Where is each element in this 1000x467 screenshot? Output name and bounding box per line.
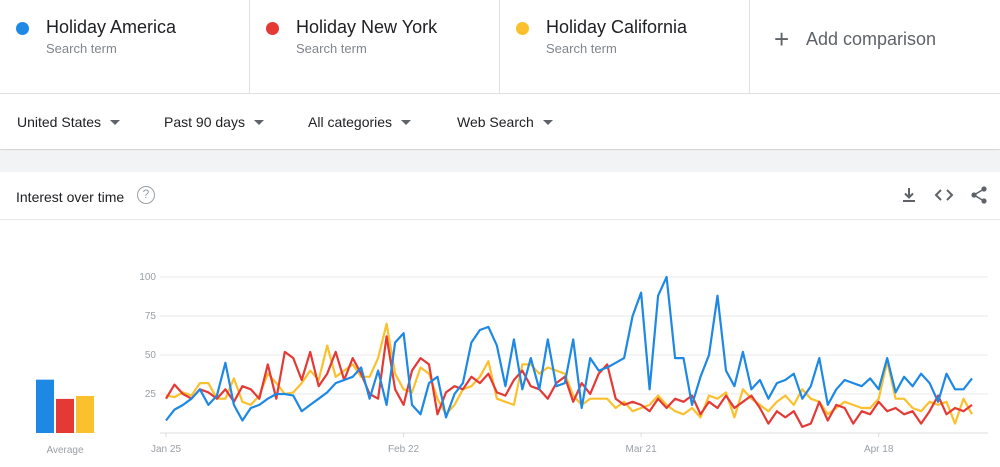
filters-row: United States Past 90 days All categorie…: [0, 94, 1000, 150]
term-subtitle: Search term: [296, 41, 367, 56]
section-divider: [0, 151, 1000, 172]
chevron-down-icon: [401, 119, 412, 125]
download-icon[interactable]: [898, 184, 920, 206]
search-terms-bar: Holiday America Search term Holiday New …: [0, 0, 1000, 94]
chevron-down-icon: [253, 119, 264, 125]
series-line-holiday-america: [165, 275, 973, 422]
embed-icon[interactable]: [933, 184, 955, 206]
time-range-dropdown[interactable]: Past 90 days: [164, 114, 264, 130]
y-tick-label: 50: [145, 350, 157, 361]
term-subtitle: Search term: [46, 41, 117, 56]
term-subtitle: Search term: [546, 41, 617, 56]
x-tick-label: Mar 21: [626, 444, 658, 455]
add-comparison-button[interactable]: + Add comparison: [750, 0, 1000, 93]
average-bar-holiday-america: [36, 379, 54, 433]
y-tick-label: 100: [139, 272, 156, 283]
average-bar-holiday-new-york: [56, 398, 74, 433]
time-range-dropdown-label: Past 90 days: [164, 114, 245, 130]
region-dropdown-label: United States: [17, 114, 102, 130]
help-icon[interactable]: ?: [137, 186, 155, 204]
term-card-holiday-california[interactable]: Holiday California Search term: [500, 0, 750, 94]
chevron-down-icon: [110, 119, 121, 125]
search-type-dropdown[interactable]: Web Search: [457, 114, 553, 130]
share-icon[interactable]: [968, 184, 990, 206]
y-tick-label: 75: [145, 311, 157, 322]
series-line-holiday-new-york: [165, 335, 973, 428]
card-header: Interest over time ?: [0, 172, 1000, 220]
term-color-dot: [516, 22, 529, 35]
x-tick-label: Jan 25: [151, 444, 181, 455]
interest-over-time-chart: 100 75 50 25 Jan 25 Feb 22 Mar 21 Apr 18 Average: [36, 272, 988, 456]
search-type-dropdown-label: Web Search: [457, 114, 534, 130]
x-tick-label: Feb 22: [388, 444, 420, 455]
add-comparison-label: Add comparison: [806, 29, 937, 49]
card-title: Interest over time: [16, 189, 125, 205]
series-line-holiday-california: [165, 322, 973, 425]
term-name: Holiday New York: [296, 17, 438, 37]
term-color-dot: [266, 22, 279, 35]
interest-over-time-card: Interest over time ? 100 75 50 25 Jan 25 Feb …: [0, 172, 1000, 467]
term-color-dot: [16, 22, 29, 35]
plus-icon: +: [774, 24, 790, 54]
chevron-down-icon: [542, 119, 553, 125]
category-dropdown[interactable]: All categories: [308, 114, 412, 130]
region-dropdown[interactable]: United States: [17, 114, 121, 130]
term-name: Holiday America: [46, 17, 177, 37]
x-tick-label: Apr 18: [864, 444, 894, 455]
average-bar-holiday-california: [76, 395, 94, 433]
category-dropdown-label: All categories: [308, 114, 393, 130]
term-name: Holiday California: [546, 17, 688, 37]
y-tick-label: 25: [145, 389, 157, 400]
term-card-holiday-america[interactable]: Holiday America Search term: [0, 0, 250, 94]
term-card-holiday-new-york[interactable]: Holiday New York Search term: [250, 0, 500, 94]
average-label: Average: [46, 445, 84, 456]
